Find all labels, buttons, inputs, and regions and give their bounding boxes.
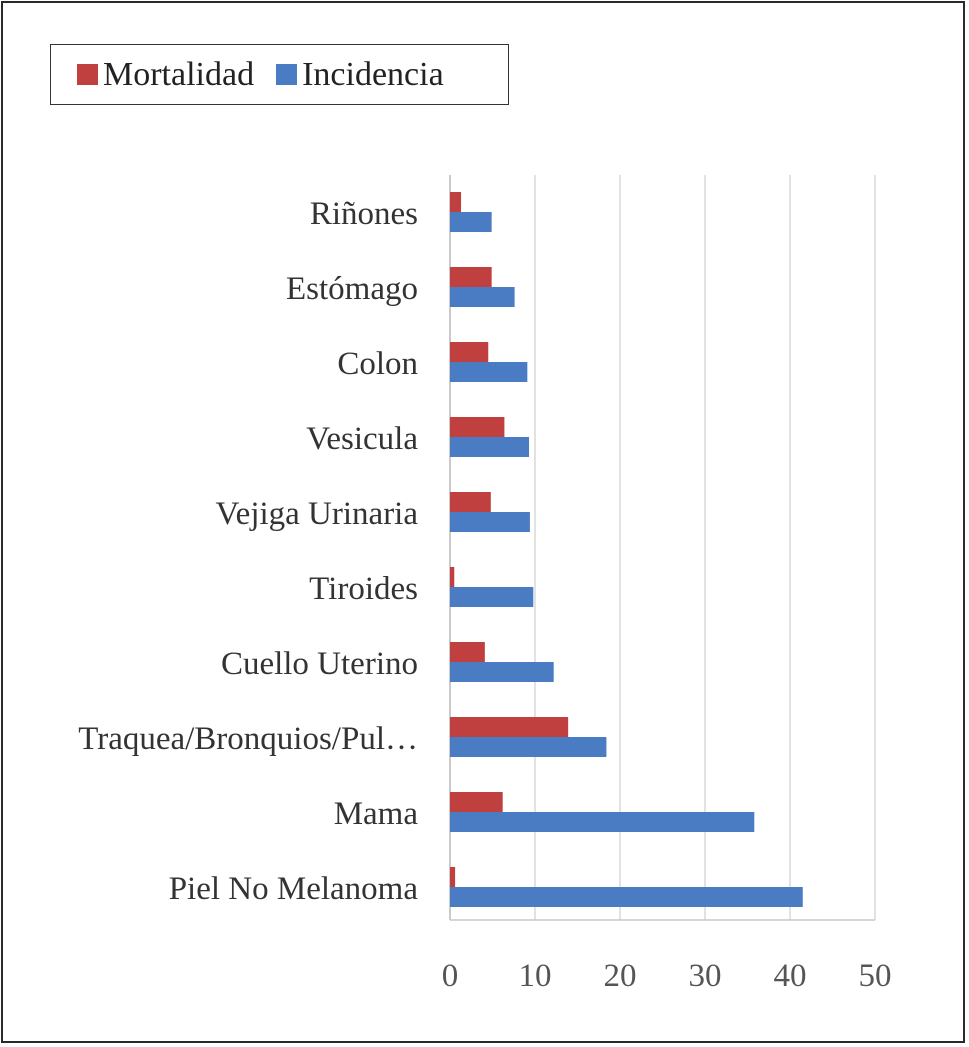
bar-incidencia [450, 812, 755, 832]
category-labels: Piel No Melanoma Mama Traquea/Bronquios/Pu… [78, 196, 418, 907]
category-label: Tiroides [309, 571, 418, 607]
x-tick-label: 20 [604, 958, 637, 994]
x-tick-label: 40 [774, 958, 807, 994]
bar-incidencia [450, 362, 528, 382]
legend-label-mortalidad: Mortalidad [103, 55, 255, 93]
bar-mortalidad [450, 642, 485, 662]
category-label: Mama [334, 796, 419, 832]
x-tick-label: 0 [442, 958, 459, 994]
x-tick-label: 50 [859, 958, 892, 994]
bar-mortalidad [450, 567, 455, 587]
bar-mortalidad [450, 192, 462, 212]
category-label: Cuello Uterino [221, 646, 418, 682]
chart-legend: Mortalidad Incidencia [50, 44, 509, 105]
bar-mortalidad [450, 492, 491, 512]
bar-mortalidad [450, 267, 492, 287]
category-label: Vesicula [306, 421, 418, 457]
bar-incidencia [450, 887, 803, 907]
x-tick-label: 10 [519, 958, 552, 994]
category-label: Riñones [310, 196, 418, 232]
category-label: Vejiga Urinaria [216, 496, 419, 532]
bar-mortalidad [450, 792, 503, 812]
gridlines [449, 175, 876, 921]
bar-mortalidad [450, 417, 505, 437]
category-label: Colon [337, 346, 418, 382]
bar-incidencia [450, 587, 534, 607]
bar-incidencia [450, 662, 554, 682]
bar-incidencia [450, 212, 492, 232]
bar-incidencia [450, 737, 607, 757]
legend-item-incidencia: Incidencia [276, 56, 444, 94]
category-label: Piel No Melanoma [169, 871, 419, 907]
legend-swatch-mortalidad [77, 64, 98, 85]
bar-incidencia [450, 287, 515, 307]
bar-incidencia [450, 437, 530, 457]
x-tick-labels: 0 10 20 30 40 50 [442, 958, 892, 994]
legend-swatch-incidencia [276, 64, 298, 85]
bar-mortalidad [450, 342, 489, 362]
legend-item-mortalidad: Mortalidad [77, 56, 254, 94]
x-tick-label: 30 [689, 958, 722, 994]
bar-mortalidad [450, 867, 456, 887]
bar-incidencia [450, 512, 530, 532]
legend-label-incidencia: Incidencia [302, 55, 444, 93]
bars [450, 192, 803, 907]
category-label: Estómago [286, 271, 418, 307]
category-label: Traquea/Bronquios/Pul… [78, 721, 418, 757]
bar-mortalidad [450, 717, 569, 737]
